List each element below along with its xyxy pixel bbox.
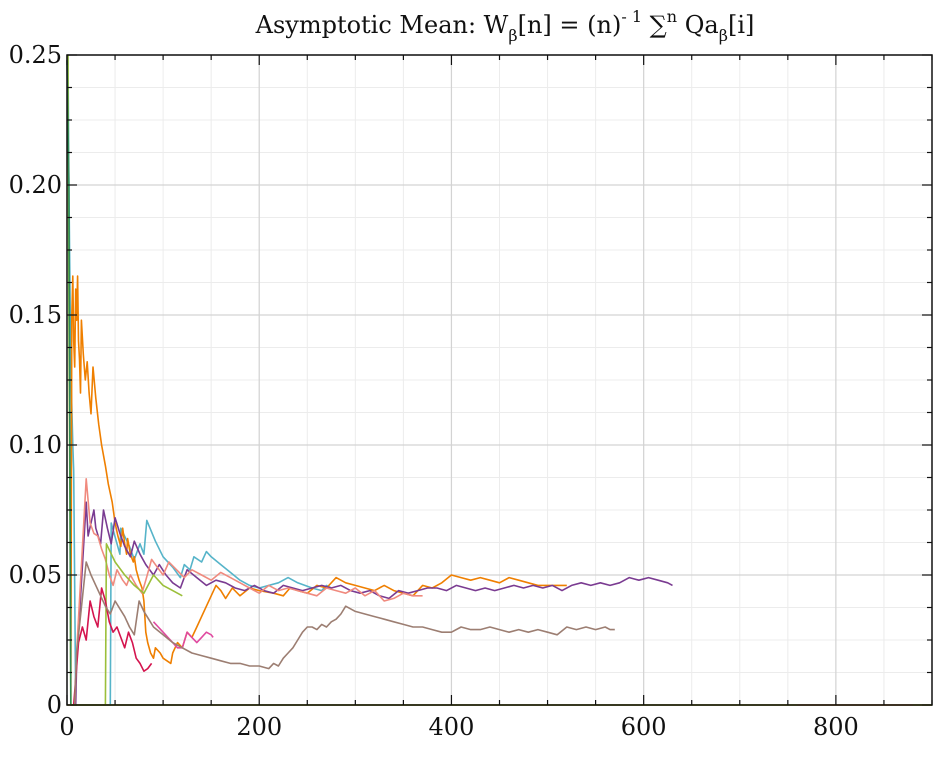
chart-title: Asymptotic Mean: Wβ[n] = (n)- 1 ∑n Qaβ[i… bbox=[255, 7, 755, 45]
grid bbox=[66, 54, 933, 706]
y-tick-label: 0.05 bbox=[9, 561, 62, 589]
y-tick-label: 0.15 bbox=[9, 301, 62, 329]
series-line-8 bbox=[73, 561, 615, 706]
y-tick-label: 0.10 bbox=[9, 431, 62, 459]
y-tick-label: 0.20 bbox=[9, 171, 62, 199]
y-tick-label: 0 bbox=[47, 691, 62, 719]
series-line-7 bbox=[152, 621, 214, 649]
series-line-2 bbox=[70, 275, 567, 706]
x-tick-label: 800 bbox=[813, 713, 859, 741]
series-line-1 bbox=[67, 54, 332, 706]
series-line-4 bbox=[73, 478, 423, 706]
x-tick-label: 400 bbox=[429, 713, 475, 741]
x-tick-label: 600 bbox=[621, 713, 667, 741]
series-line-3 bbox=[74, 501, 673, 706]
x-tick-label: 0 bbox=[59, 713, 74, 741]
y-tick-label: 0.25 bbox=[9, 41, 62, 69]
series-line-6 bbox=[72, 587, 153, 706]
tick-labels: 0 200 400 600 800 0 0.05 0.10 0.15 0.20 0.25 bbox=[9, 41, 859, 741]
ticks bbox=[66, 54, 933, 706]
x-tick-label: 200 bbox=[236, 713, 282, 741]
